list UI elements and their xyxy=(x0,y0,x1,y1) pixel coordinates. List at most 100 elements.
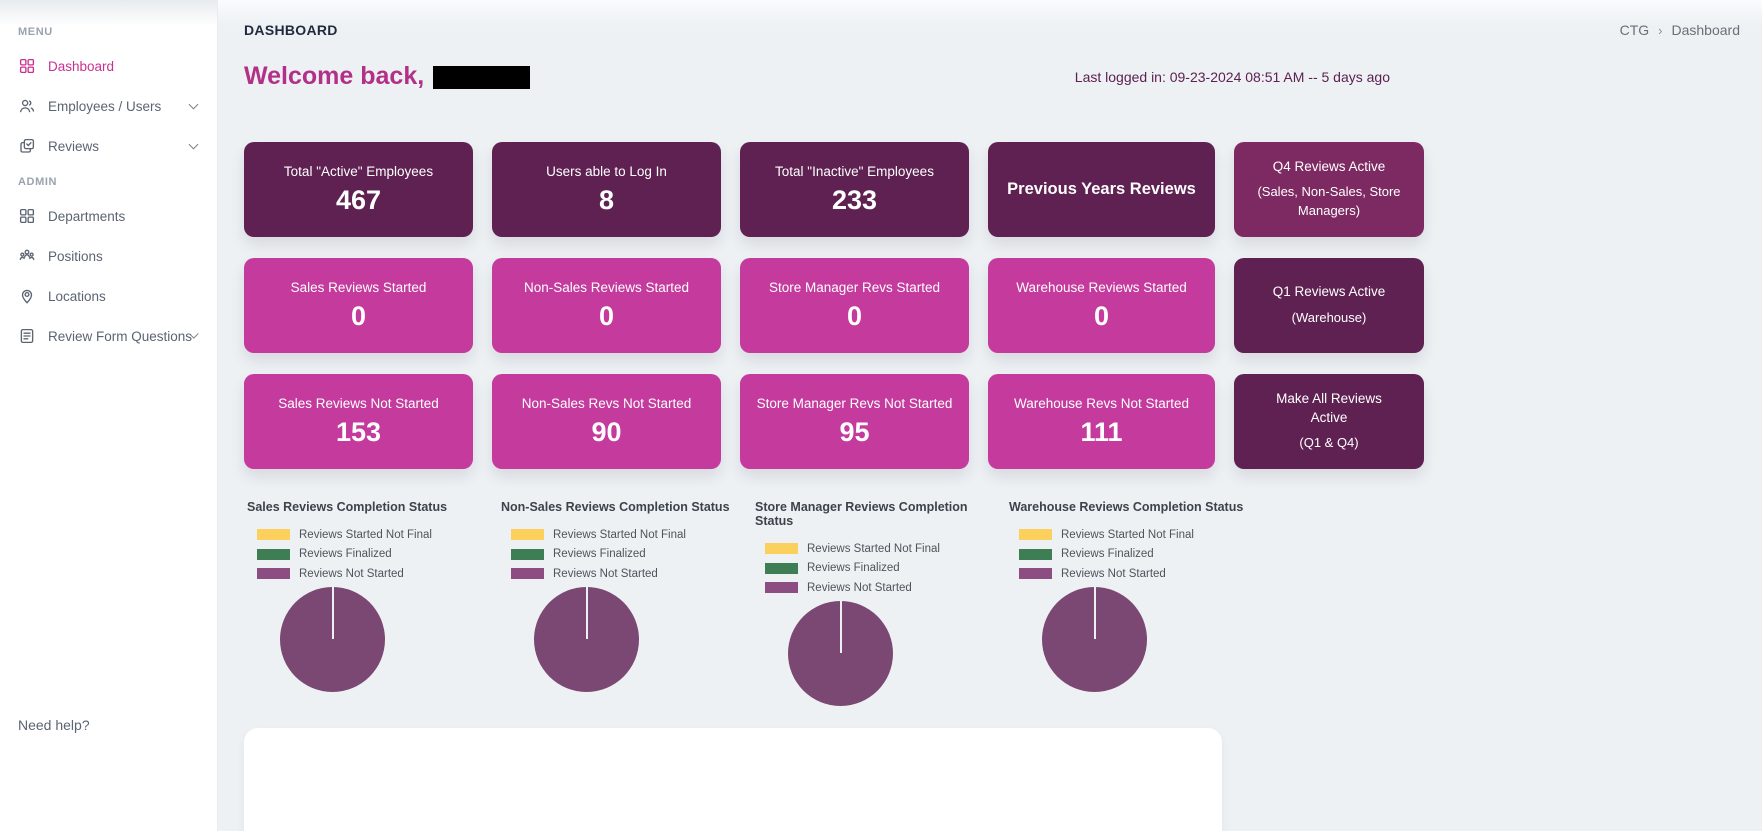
sidebar-item-label: Positions xyxy=(48,248,103,264)
dashboard-grid-icon xyxy=(18,57,36,75)
legend-label: Reviews Not Started xyxy=(1061,567,1166,580)
legend-label: Reviews Not Started xyxy=(299,567,404,580)
sidebar-item-dashboard[interactable]: Dashboard xyxy=(0,46,217,86)
breadcrumb-root[interactable]: CTG xyxy=(1619,22,1650,38)
card-label: Previous Years Reviews xyxy=(1007,180,1196,199)
legend-item-reviews-finalized[interactable]: Reviews Finalized xyxy=(257,545,493,565)
legend-item-reviews-started-not-final[interactable]: Reviews Started Not Final xyxy=(511,525,747,545)
legend-swatch-icon xyxy=(765,543,798,555)
card-label: Total "Inactive" Employees xyxy=(775,164,934,180)
bottom-panel xyxy=(244,727,1222,831)
stat-card-q4-reviews-active[interactable]: Q4 Reviews Active (Sales, Non-Sales, Stor… xyxy=(1234,142,1424,237)
sidebar-item-label: Locations xyxy=(48,288,106,304)
chart-store-manager-reviews-completion-status: Store Manager Reviews Completion Status R… xyxy=(752,500,1001,706)
stat-cards-grid: Total "Active" Employees 467 Users able to… xyxy=(244,142,1428,469)
sidebar-item-departments[interactable]: Departments xyxy=(0,196,217,236)
card-value: 467 xyxy=(335,184,382,215)
legend-label: Reviews Started Not Final xyxy=(1061,528,1194,541)
page-title: DASHBOARD xyxy=(244,22,338,38)
legend-label: Reviews Not Started xyxy=(807,581,912,594)
sidebar-item-label: Review Form Questions xyxy=(48,328,193,344)
card-value: 0 xyxy=(598,300,615,331)
welcome-text: Welcome back, xyxy=(244,62,425,90)
departments-grid-icon xyxy=(18,207,36,225)
sidebar-item-label: Dashboard xyxy=(48,58,115,74)
card-sublabel: (Q1 & Q4) xyxy=(1299,434,1359,450)
chart-title: Sales Reviews Completion Status xyxy=(247,500,448,514)
legend-swatch-icon xyxy=(765,562,798,574)
breadcrumb-current: Dashboard xyxy=(1671,22,1741,38)
legend-item-reviews-started-not-final[interactable]: Reviews Started Not Final xyxy=(257,525,493,545)
chart-non-sales-reviews-completion-status: Non-Sales Reviews Completion Status Revie… xyxy=(498,500,747,706)
sidebar-section-label: ADMIN xyxy=(18,176,58,188)
legend-swatch-icon xyxy=(257,568,290,580)
card-label: Q4 Reviews Active xyxy=(1272,159,1386,175)
pie-chart xyxy=(534,586,639,692)
card-value: 0 xyxy=(1093,300,1110,331)
sidebar-item-label: Employees / Users xyxy=(48,98,162,114)
stat-card-previous-years-reviews[interactable]: Previous Years Reviews xyxy=(988,142,1215,237)
legend-item-reviews-finalized[interactable]: Reviews Finalized xyxy=(765,559,1001,579)
users-icon xyxy=(18,97,36,115)
pie-slice-divider xyxy=(585,586,588,639)
stat-card-total-active-employees: Total "Active" Employees 467 xyxy=(244,142,473,237)
legend-item-reviews-not-started[interactable]: Reviews Not Started xyxy=(1019,564,1255,584)
chart-sales-reviews-completion-status: Sales Reviews Completion Status Reviews S… xyxy=(244,500,493,706)
stat-card-make-all-reviews-active[interactable]: Make All Reviews Active (Q1 & Q4) xyxy=(1234,374,1424,469)
stat-card-store-manager-revs-not-started: Store Manager Revs Not Started 95 xyxy=(740,374,969,469)
card-label: Total "Active" Employees xyxy=(283,164,434,180)
pie-slice-divider xyxy=(331,586,334,639)
legend-item-reviews-finalized[interactable]: Reviews Finalized xyxy=(511,545,747,565)
chart-title: Warehouse Reviews Completion Status xyxy=(1009,500,1244,514)
legend-label: Reviews Started Not Final xyxy=(553,528,686,541)
welcome-row: Welcome back, Last logged in: 09-23-2024… xyxy=(244,62,1428,91)
card-label: Q1 Reviews Active xyxy=(1272,284,1386,300)
legend-item-reviews-finalized[interactable]: Reviews Finalized xyxy=(1019,545,1255,565)
card-value: 95 xyxy=(839,416,870,447)
card-label: Warehouse Reviews Started xyxy=(1016,280,1187,296)
legend-item-reviews-not-started[interactable]: Reviews Not Started xyxy=(511,564,747,584)
pie-chart xyxy=(788,600,893,706)
sidebar-nav: MENU Dashboard Employees / Users Reviews ADM… xyxy=(0,0,217,356)
stat-card-store-manager-revs-started: Store Manager Revs Started 0 xyxy=(740,258,969,353)
sidebar-item-locations[interactable]: Locations xyxy=(0,276,217,316)
legend-item-reviews-started-not-final[interactable]: Reviews Started Not Final xyxy=(765,539,1001,559)
card-label: Warehouse Revs Not Started xyxy=(1013,396,1190,412)
need-help-link[interactable]: Need help? xyxy=(18,717,90,733)
card-sublabel: (Warehouse) xyxy=(1291,309,1367,325)
chevron-down-icon xyxy=(188,99,199,110)
legend-swatch-icon xyxy=(1019,548,1052,560)
stat-card-q1-reviews-active[interactable]: Q1 Reviews Active (Warehouse) xyxy=(1234,258,1424,353)
main-content: DASHBOARD CTG › Dashboard Welcome back, … xyxy=(218,0,1762,831)
topbar: DASHBOARD CTG › Dashboard xyxy=(244,22,1740,38)
form-document-icon xyxy=(18,327,36,345)
chart-legend: Reviews Started Not Final Reviews Finaliz… xyxy=(247,525,493,584)
sidebar-item-reviews[interactable]: Reviews xyxy=(0,126,217,166)
stat-card-warehouse-reviews-started: Warehouse Reviews Started 0 xyxy=(988,258,1215,353)
sidebar-item-review-form-questions[interactable]: Review Form Questions xyxy=(0,316,217,356)
stat-card-total-inactive-employees: Total "Inactive" Employees 233 xyxy=(740,142,969,237)
card-label: Store Manager Revs Not Started xyxy=(756,396,953,412)
legend-item-reviews-not-started[interactable]: Reviews Not Started xyxy=(765,578,1001,598)
card-label: Non-Sales Reviews Started xyxy=(523,280,690,296)
legend-swatch-icon xyxy=(511,529,544,541)
card-value: 8 xyxy=(598,184,615,215)
sidebar-item-positions[interactable]: Positions xyxy=(0,236,217,276)
legend-swatch-icon xyxy=(511,548,544,560)
legend-item-reviews-not-started[interactable]: Reviews Not Started xyxy=(257,564,493,584)
legend-swatch-icon xyxy=(257,529,290,541)
redacted-username xyxy=(433,66,531,89)
pie-slice-divider xyxy=(1093,586,1096,639)
card-label: Store Manager Revs Started xyxy=(768,280,941,296)
legend-label: Reviews Started Not Final xyxy=(299,528,432,541)
sidebar-item-employees-users[interactable]: Employees / Users xyxy=(0,86,217,126)
pie-chart xyxy=(280,586,385,692)
welcome-message: Welcome back, xyxy=(244,62,531,91)
card-label: Non-Sales Revs Not Started xyxy=(521,396,692,412)
breadcrumb-separator-icon: › xyxy=(1658,22,1663,38)
legend-label: Reviews Finalized xyxy=(1061,548,1154,561)
positions-people-icon xyxy=(18,247,36,265)
reviews-check-icon xyxy=(18,137,36,155)
legend-swatch-icon xyxy=(1019,568,1052,580)
legend-item-reviews-started-not-final[interactable]: Reviews Started Not Final xyxy=(1019,525,1255,545)
